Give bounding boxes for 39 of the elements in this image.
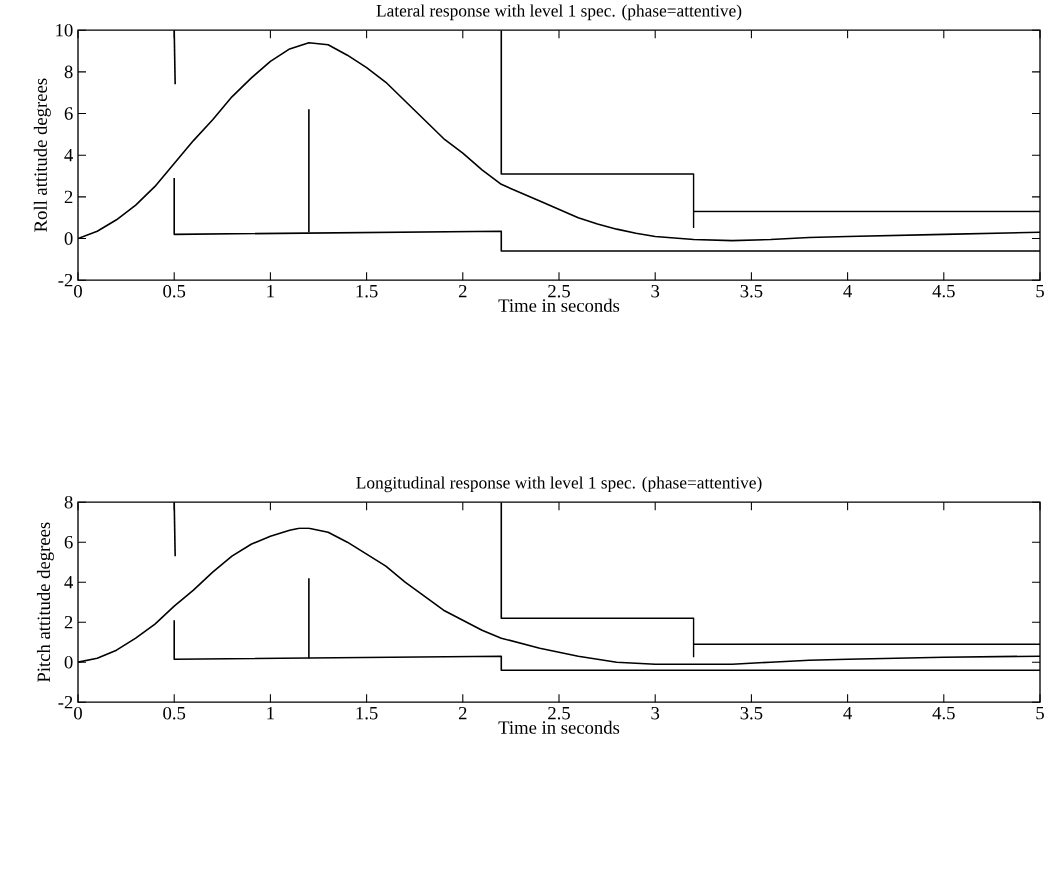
x-tick-label: 2.5 (548, 706, 570, 720)
x-tick-label: 2.5 (548, 284, 570, 298)
y-tick-label: 2 (64, 190, 73, 203)
x-tick-label: 4 (843, 706, 852, 720)
x-tick-label: 1 (267, 706, 274, 720)
y-tick-label: 2 (64, 615, 73, 629)
x-tick-label: 4.5 (932, 284, 955, 298)
x-tick-label: 0.5 (163, 706, 186, 720)
x-tick-label: 2 (458, 284, 467, 298)
y-tick-label: -2 (58, 695, 73, 709)
x-tick-label: 5 (1036, 706, 1044, 720)
x-tick-label: 3 (651, 284, 660, 298)
x-tick-label: 2 (458, 706, 467, 720)
y-tick-label: -2 (58, 273, 73, 287)
x-tick-label: 4.5 (932, 706, 955, 720)
x-tick-label: 3 (651, 706, 660, 720)
x-tick-label: 3.5 (740, 706, 763, 720)
y-tick-label: 4 (64, 148, 74, 162)
y-tick-label: 6 (64, 535, 73, 549)
y-axis-title: Roll attitude degrees (33, 78, 51, 232)
x-tick-label: 1.5 (356, 284, 378, 298)
chart-title: Longitudinal response with level 1 spec. (phase=attentive) (356, 476, 762, 493)
chart-title: Lateral response with level 1 spec. (phase=attentive) (376, 4, 742, 21)
x-tick-label: 0.5 (163, 284, 186, 298)
x-tick-label: 5 (1036, 284, 1044, 298)
x-tick-label: 4 (843, 284, 852, 298)
x-tick-label: 1 (267, 284, 274, 298)
x-axis-title: Time in seconds (498, 720, 620, 734)
y-tick-label: 8 (64, 495, 73, 509)
x-tick-label: 3.5 (740, 284, 763, 298)
y-tick-label: 8 (64, 65, 73, 79)
y-tick-label: 0 (64, 655, 73, 669)
y-tick-label: 6 (64, 107, 73, 120)
y-tick-label: 0 (64, 232, 73, 245)
x-tick-label: 1.5 (356, 706, 378, 720)
y-axis-title: Pitch attitude degrees (36, 522, 54, 682)
y-tick-label: 10 (56, 23, 73, 37)
y-tick-label: 4 (64, 575, 74, 589)
x-axis-title: Time in seconds (498, 298, 620, 312)
